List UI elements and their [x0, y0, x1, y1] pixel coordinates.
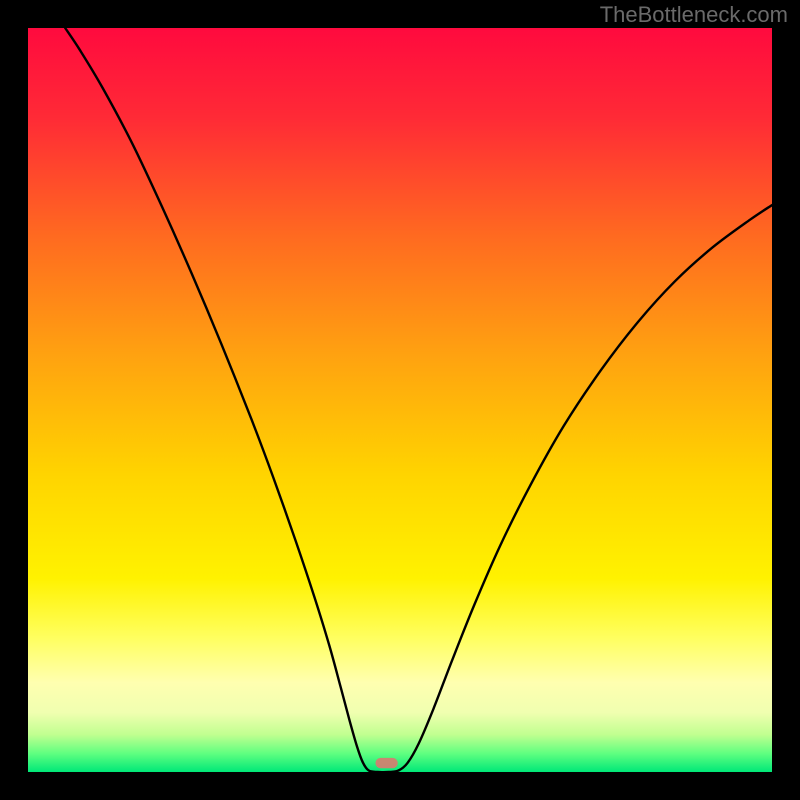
- watermark-text: TheBottleneck.com: [600, 2, 788, 28]
- plot-background: [28, 28, 772, 772]
- bottleneck-chart: [0, 0, 800, 800]
- chart-container: { "watermark": { "text": "TheBottleneck.…: [0, 0, 800, 800]
- optimal-marker: [375, 758, 397, 768]
